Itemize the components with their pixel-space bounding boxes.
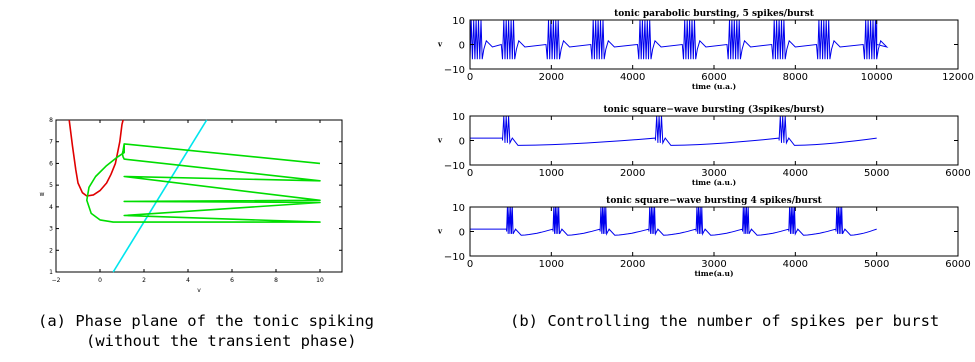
y-tick-label: −10 — [444, 161, 465, 172]
x-tick-label: 0 — [467, 72, 473, 83]
x-tick-label: 10000 — [861, 72, 893, 83]
y-tick-label: −10 — [444, 252, 465, 263]
y-axis-label: v — [437, 227, 443, 236]
caption-a-line1: (a) Phase plane of the tonic spiking — [38, 312, 374, 330]
chart-title: tonic square−wave bursting 4 spikes/burs… — [606, 196, 822, 206]
y-tick-label: 10 — [452, 16, 465, 27]
y-axis-label: w — [40, 191, 45, 198]
chart-title: tonic parabolic bursting, 5 spikes/burst — [614, 9, 815, 19]
y-tick-label: 10 — [452, 112, 465, 123]
x-tick-label: 6000 — [701, 72, 726, 83]
y-axis-label: v — [437, 40, 443, 49]
trajectory-line — [86, 143, 321, 223]
x-tick-label: 6000 — [945, 259, 970, 270]
x-tick-label: 2000 — [539, 72, 564, 83]
y-tick-label: 8 — [49, 117, 53, 124]
voltage-trace — [470, 20, 889, 60]
x-tick-label: 3000 — [701, 168, 726, 179]
x-tick-label: 12000 — [942, 72, 974, 83]
voltage-trace — [470, 207, 877, 236]
y-tick-label: −10 — [444, 65, 465, 76]
x-axis-label: time (a.u.) — [692, 178, 736, 187]
y-tick-label: 1 — [49, 269, 53, 276]
y-axis-label: v — [437, 136, 443, 145]
y-tick-label: 5 — [49, 182, 53, 189]
y-tick-label: 7 — [49, 139, 53, 146]
v-nullcline-line — [68, 119, 124, 197]
x-tick-label: −2 — [52, 277, 61, 284]
y-tick-label: 0 — [459, 41, 465, 52]
y-tick-label: 4 — [49, 204, 53, 211]
x-tick-label: 1000 — [539, 168, 564, 179]
y-tick-label: 3 — [49, 226, 53, 233]
x-tick-label: 6000 — [945, 168, 970, 179]
x-tick-label: 2000 — [620, 168, 645, 179]
x-tick-label: 2000 — [620, 259, 645, 270]
x-tick-label: 8 — [274, 277, 278, 284]
caption-b: (b) Controlling the number of spikes per… — [510, 312, 939, 330]
voltage-trace — [470, 116, 877, 146]
y-tick-label: 2 — [49, 247, 53, 254]
plot-frame — [55, 119, 343, 273]
x-tick-label: 5000 — [864, 259, 889, 270]
x-tick-label: 10 — [316, 277, 324, 284]
w-nullcline-line — [112, 119, 208, 273]
x-tick-label: 0 — [467, 168, 473, 179]
y-tick-label: 6 — [49, 160, 53, 167]
x-tick-label: 3000 — [701, 259, 726, 270]
caption-a-line2: (without the transient phase) — [86, 332, 357, 350]
x-tick-label: 1000 — [539, 259, 564, 270]
x-tick-label: 6 — [230, 277, 234, 284]
x-axis-label: time (u.a.) — [692, 82, 736, 91]
x-tick-label: 4000 — [783, 259, 808, 270]
x-axis-label: v — [197, 287, 201, 294]
y-tick-label: 0 — [459, 137, 465, 148]
x-tick-label: 8000 — [783, 72, 808, 83]
plot-frame — [469, 115, 959, 166]
x-tick-label: 0 — [467, 259, 473, 270]
x-tick-label: 4000 — [783, 168, 808, 179]
x-tick-label: 5000 — [864, 168, 889, 179]
x-axis-label: time(a.u) — [694, 269, 733, 278]
x-tick-label: 0 — [98, 277, 102, 284]
x-tick-label: 2 — [142, 277, 146, 284]
y-tick-label: 10 — [452, 203, 465, 214]
x-tick-label: 4 — [186, 277, 190, 284]
chart-title: tonic square−wave bursting (3spikes/burs… — [603, 104, 824, 115]
x-tick-label: 4000 — [620, 72, 645, 83]
y-tick-label: 0 — [459, 228, 465, 239]
